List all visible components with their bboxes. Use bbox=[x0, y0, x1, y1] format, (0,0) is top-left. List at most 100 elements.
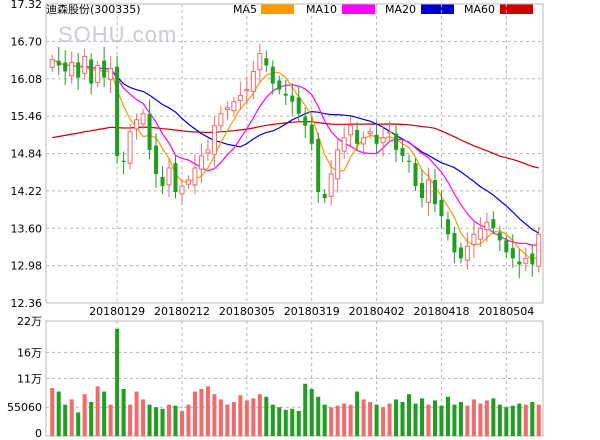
candle-body-down bbox=[296, 97, 301, 114]
candle-body-down bbox=[76, 62, 81, 78]
volume-bar bbox=[179, 410, 184, 436]
candle-body-up bbox=[179, 185, 185, 195]
volume-bar bbox=[368, 402, 373, 436]
candle-body-down bbox=[419, 183, 425, 199]
candle-body-down bbox=[264, 58, 269, 66]
candle-body-up bbox=[361, 137, 367, 145]
legend-label-ma20: MA20 bbox=[385, 3, 416, 16]
price-tick-label: 14.22 bbox=[11, 185, 43, 198]
price-tick-label: 14.84 bbox=[11, 148, 43, 161]
volume-bar bbox=[257, 394, 262, 436]
candle-body-up bbox=[250, 71, 256, 92]
price-tick-label: 12.36 bbox=[11, 297, 43, 310]
legend-swatch-ma60 bbox=[500, 4, 533, 14]
volume-bar bbox=[69, 399, 74, 436]
candle-body-down bbox=[510, 248, 515, 259]
candle-body-down bbox=[303, 116, 308, 126]
candle-body-down bbox=[290, 95, 295, 102]
candle-body-down bbox=[355, 129, 360, 144]
volume-bar bbox=[102, 391, 107, 436]
price-tick-label: 16.08 bbox=[11, 73, 43, 86]
price-tick-label: 17.32 bbox=[11, 0, 43, 11]
volume-bar bbox=[394, 399, 399, 436]
price-tick-label: 12.98 bbox=[11, 260, 43, 273]
volume-bar bbox=[108, 404, 113, 436]
date-axis-labels: 20180129 20180212 20180305 20180319 20180402… bbox=[89, 305, 534, 318]
candle-body-down bbox=[413, 163, 418, 187]
candle-body-up bbox=[198, 155, 204, 170]
volume-bar bbox=[303, 383, 308, 436]
volume-bar bbox=[128, 404, 133, 436]
price-tick-label: 13.60 bbox=[11, 222, 43, 235]
candle-body-up bbox=[134, 119, 140, 130]
candle-body-down bbox=[56, 60, 61, 66]
volume-bar bbox=[517, 403, 522, 436]
candle-body-down bbox=[497, 232, 502, 241]
candle-body-down bbox=[160, 177, 165, 187]
candle-body-up bbox=[367, 131, 373, 135]
legend-label-ma60: MA60 bbox=[464, 3, 495, 16]
price-tick-label: 16.70 bbox=[11, 35, 43, 48]
candle-body-down bbox=[309, 124, 314, 144]
legend-label-ma10: MA10 bbox=[306, 3, 337, 16]
volume-bar bbox=[523, 404, 528, 436]
candle-body-down bbox=[432, 180, 437, 205]
volume-bar bbox=[419, 398, 425, 436]
candle-body-up bbox=[95, 64, 101, 83]
volume-bar bbox=[290, 408, 295, 436]
volume-bar bbox=[458, 402, 463, 436]
volume-bar bbox=[89, 402, 94, 436]
candle-body-down bbox=[439, 199, 444, 217]
volume-bar bbox=[115, 328, 120, 436]
candlesticks bbox=[49, 44, 542, 279]
volume-bar bbox=[238, 395, 243, 436]
candle-body-down bbox=[458, 247, 463, 259]
candle-body-down bbox=[400, 148, 405, 156]
candle-body-down bbox=[316, 139, 321, 193]
candle-body-down bbox=[121, 160, 126, 162]
candle-body-down bbox=[452, 233, 457, 253]
volume-bar bbox=[56, 391, 61, 436]
legend-swatch-ma5 bbox=[261, 4, 294, 14]
candle-body-down bbox=[277, 80, 282, 90]
volume-bar bbox=[439, 405, 444, 436]
volume-bar bbox=[322, 404, 327, 436]
volume-bar bbox=[465, 405, 470, 436]
candle-body-up bbox=[380, 137, 386, 144]
candle-body-up bbox=[69, 61, 75, 77]
candle-body-up bbox=[484, 221, 490, 230]
volume-bar bbox=[283, 409, 288, 436]
date-tick-label: 20180305 bbox=[219, 305, 275, 318]
volume-bar bbox=[530, 402, 535, 436]
volume-bar bbox=[225, 404, 230, 436]
candle-body-up bbox=[166, 167, 172, 186]
candle-body-down bbox=[154, 145, 159, 174]
volume-bar bbox=[173, 405, 178, 436]
volume-bar bbox=[296, 410, 301, 436]
volume-tick-label: 55060 bbox=[7, 401, 42, 414]
volume-bar bbox=[166, 404, 172, 436]
legend: MA5 MA10 MA20 MA60 bbox=[233, 3, 533, 16]
candle-body-up bbox=[211, 125, 217, 155]
price-grid bbox=[45, 3, 544, 304]
candle-body-down bbox=[322, 193, 327, 199]
volume-bar bbox=[432, 400, 437, 436]
volume-bar bbox=[400, 402, 405, 436]
volume-bar bbox=[251, 398, 256, 436]
ma20-line bbox=[51, 58, 540, 234]
candle-body-down bbox=[504, 240, 509, 253]
volume-tick-label: 11万 bbox=[17, 373, 42, 386]
date-tick-label: 20180129 bbox=[89, 305, 145, 318]
volume-bar bbox=[205, 386, 210, 436]
volume-bar bbox=[95, 386, 100, 436]
candle-body-up bbox=[244, 89, 250, 92]
date-tick-label: 20180212 bbox=[154, 305, 210, 318]
volume-bar bbox=[316, 396, 321, 436]
volume-bar bbox=[199, 388, 204, 436]
volume-bar bbox=[121, 388, 126, 436]
candle-body-down bbox=[63, 62, 68, 72]
volume-bar bbox=[63, 404, 68, 436]
candle-body-down bbox=[147, 113, 152, 150]
candle-body-up bbox=[205, 149, 211, 154]
